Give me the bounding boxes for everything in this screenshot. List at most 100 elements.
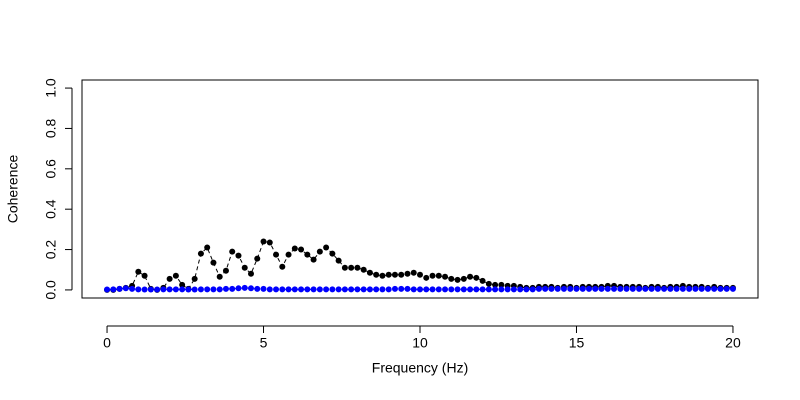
data-point [285, 286, 292, 293]
data-point [467, 286, 474, 293]
data-point [373, 271, 380, 278]
data-point [260, 285, 267, 292]
data-point [567, 285, 574, 292]
y-tick-label: 0.0 [43, 280, 59, 300]
data-point [341, 264, 348, 271]
x-tick-label: 5 [260, 335, 268, 351]
data-point [492, 281, 499, 288]
data-point [323, 286, 330, 293]
data-point [335, 257, 342, 264]
data-point [316, 248, 323, 255]
data-point [410, 269, 417, 276]
data-point [141, 272, 148, 279]
data-point [254, 255, 261, 262]
data-point [604, 285, 611, 292]
data-point [523, 286, 530, 293]
x-tick-label: 15 [569, 335, 585, 351]
data-point [460, 286, 467, 293]
data-point [348, 286, 355, 293]
data-point [304, 286, 311, 293]
data-point [504, 286, 511, 293]
data-point [654, 285, 661, 292]
data-point [210, 286, 217, 293]
data-point [542, 285, 549, 292]
data-point [229, 248, 236, 255]
data-point [135, 268, 142, 275]
data-point [179, 281, 186, 288]
data-point [354, 264, 361, 271]
data-point [122, 285, 129, 292]
data-point [154, 286, 161, 293]
data-point [110, 286, 117, 293]
data-point [473, 274, 480, 281]
data-point [141, 286, 148, 293]
data-point [454, 276, 461, 283]
data-point [498, 281, 505, 288]
data-point [429, 272, 436, 279]
y-tick-label: 0.6 [43, 159, 59, 179]
data-point [385, 271, 392, 278]
data-point [448, 275, 455, 282]
data-point [648, 285, 655, 292]
data-point [479, 286, 486, 293]
data-point [273, 251, 280, 258]
data-point [398, 285, 405, 292]
data-point [454, 286, 461, 293]
data-point [661, 285, 668, 292]
data-point [298, 286, 305, 293]
data-point [172, 286, 179, 293]
data-point [329, 286, 336, 293]
data-point [535, 285, 542, 292]
plot-box [81, 79, 759, 299]
data-point [448, 286, 455, 293]
data-point [391, 285, 398, 292]
data-point [573, 285, 580, 292]
data-point [717, 285, 724, 292]
data-point [179, 286, 186, 293]
data-point [435, 286, 442, 293]
data-point [598, 285, 605, 292]
data-point [279, 263, 286, 270]
data-point [222, 267, 229, 274]
data-point [617, 285, 624, 292]
data-point [385, 286, 392, 293]
data-point [116, 285, 123, 292]
data-point [291, 286, 298, 293]
data-point [417, 271, 423, 278]
data-point [636, 285, 643, 292]
data-point [310, 286, 317, 293]
data-point [204, 244, 211, 251]
data-point [417, 286, 423, 293]
data-point [429, 286, 436, 293]
data-point [304, 251, 311, 258]
data-point [379, 272, 386, 279]
data-point [492, 286, 499, 293]
data-point [642, 285, 649, 292]
y-tick-label: 0.8 [43, 119, 59, 139]
x-tick-label: 0 [103, 335, 111, 351]
data-point [592, 285, 599, 292]
data-point [279, 286, 286, 293]
data-point [335, 286, 342, 293]
data-point [692, 285, 699, 292]
data-point [166, 275, 173, 282]
data-point [197, 250, 204, 257]
data-point [517, 286, 524, 293]
data-point [360, 266, 367, 273]
x-tick-label: 20 [725, 335, 741, 351]
data-point [197, 286, 204, 293]
data-point [172, 272, 179, 279]
data-point [698, 285, 705, 292]
data-point [285, 251, 292, 258]
data-point [467, 273, 474, 280]
y-tick-label: 0.2 [43, 240, 59, 260]
data-point [241, 284, 248, 291]
data-point [248, 285, 254, 292]
data-point [460, 275, 467, 282]
data-point [442, 273, 449, 280]
data-point [241, 264, 248, 271]
data-point [679, 285, 686, 292]
data-point [579, 285, 586, 292]
data-point [410, 286, 417, 293]
